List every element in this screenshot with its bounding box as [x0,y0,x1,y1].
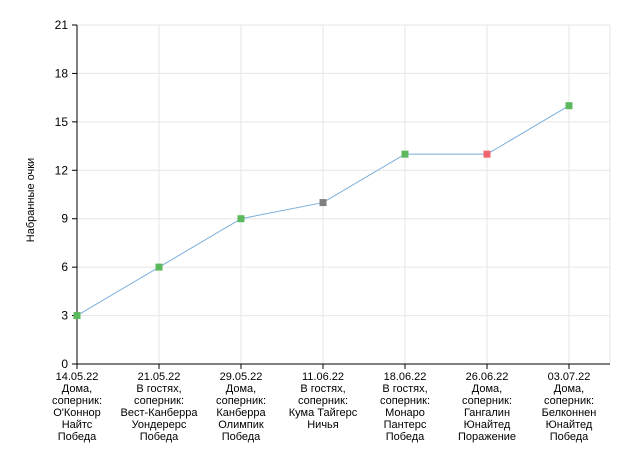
y-tick-label: 15 [55,115,69,129]
x-tick-label-line: Вест-Канберра [121,407,199,419]
x-tick-label-line: Найтс [62,419,93,431]
gridlines [77,24,611,364]
x-tick-label-line: Дома, [472,383,502,395]
data-point-marker [483,150,491,158]
x-tick-label-line: Юнайтед [464,419,511,431]
y-tick-label: 9 [61,212,68,226]
x-tick-label-line: 11.06.22 [302,371,344,383]
x-tick-label-line: соперник: [216,395,266,407]
y-tick-label: 0 [61,357,68,371]
x-tick-label-line: Канберра [216,407,266,419]
x-tick-label-line: Кума Тайгерс [289,407,358,419]
data-point-marker [155,263,163,271]
y-tick-label: 21 [55,18,69,32]
x-tick-label: 14.05.22 Дома, соперник: О'Коннор Найтс Побед… [52,371,102,443]
x-tick-label: 18.06.22 В гостях, соперник: Монаро Пантерс П… [380,371,430,443]
x-tick-label-line: Белконнен [542,407,597,419]
x-tick-label-line: соперник: [298,395,348,407]
x-tick-label-line: соперник: [134,395,184,407]
x-tick-label-line: Монаро [385,407,425,419]
x-tick-label-line: В гостях, [300,383,345,395]
x-tick-label-line: Дома, [226,383,256,395]
y-tick-label: 3 [61,309,68,323]
x-tick-label-line: 18.06.22 [384,371,427,383]
x-tick-label-line: 29.05.22 [220,371,263,383]
x-tick-label-line: О'Коннор [53,407,101,419]
data-point-marker [401,150,409,158]
x-tick-label-line: Уондерерс [132,419,187,431]
x-tick-label: 11.06.22 В гостях, соперник: Кума Тайгерс Ни… [289,371,358,431]
x-tick-label-line: Победа [386,431,425,443]
x-tick-label-line: соперник: [544,395,594,407]
x-tick-label: 26.06.22 Дома, соперник: Гангалин Юнайтед Пор… [458,371,516,443]
x-tick-label-line: Юнайтед [546,419,593,431]
x-tick-label: 29.05.22 Дома, соперник: Канберра Олимпик Поб… [216,371,267,443]
x-tick-label-line: Гангалин [464,407,510,419]
x-tick-label-line: Пантерс [384,419,427,431]
x-tick-label: 21.05.22 В гостях, соперник: Вест-Канберра У… [121,371,199,443]
x-tick-label-line: Ничья [307,419,339,431]
x-tick-label-line: В гостях, [382,383,427,395]
y-tick-label: 6 [61,260,68,274]
series [73,102,573,320]
x-tick-label-line: соперник: [462,395,512,407]
x-tick-label-line: соперник: [380,395,430,407]
x-tick-label-line: Победа [550,431,589,443]
x-tick-label-line: 14.05.22 [56,371,99,383]
axes [72,24,610,369]
data-point-marker [73,312,81,320]
x-tick-label-line: 26.06.22 [466,371,509,383]
x-tick-label-line: Победа [222,431,261,443]
x-tick-label-line: Дома, [554,383,584,395]
x-tick-label-line: 03.07.22 [548,371,591,383]
data-point-marker [319,199,327,207]
x-tick-label-line: В гостях, [136,383,181,395]
y-tick-label: 12 [55,163,69,177]
x-tick-label-line: соперник: [52,395,102,407]
x-tick-label-line: Победа [58,431,97,443]
data-point-marker [237,215,245,223]
x-tick-label-line: Олимпик [218,419,264,431]
y-axis-label: Набранные очки [25,158,37,242]
data-point-marker [565,102,573,110]
x-tick-label-line: 21.05.22 [138,371,181,383]
x-tick-label-line: Победа [140,431,179,443]
x-tick-label: 03.07.22 Дома, соперник: Белконнен Юнайтед По… [542,371,597,443]
x-tick-label-line: Дома, [62,383,92,395]
y-tick-label: 18 [55,66,69,80]
x-tick-label-line: Поражение [458,431,516,443]
